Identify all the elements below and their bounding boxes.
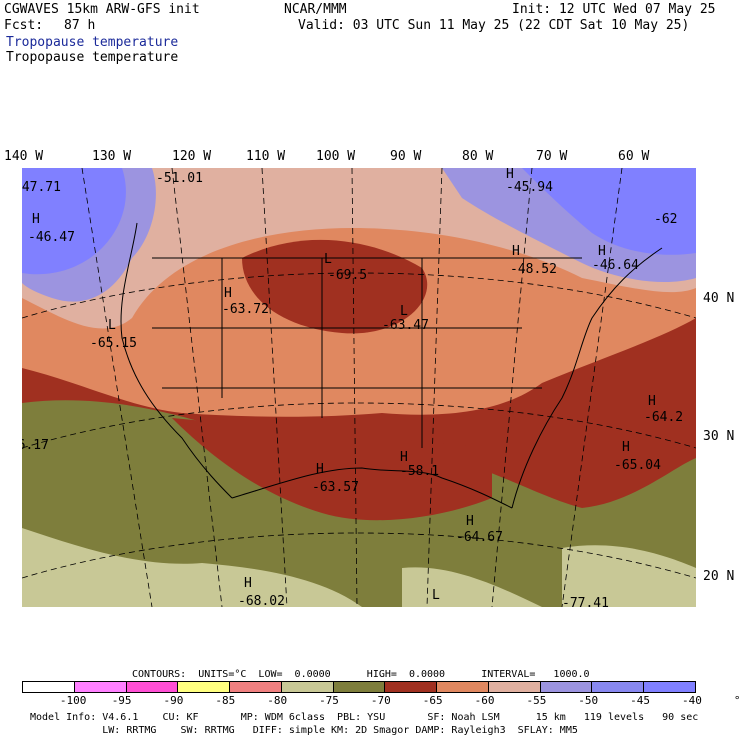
- map-label-kind: H: [466, 514, 474, 529]
- map-label-value: -46.64: [592, 258, 639, 273]
- legend-swatch: [488, 682, 541, 692]
- map-label-value: -65.04: [614, 458, 661, 473]
- legend-swatch: [281, 682, 334, 692]
- lat-label: 20 N: [703, 569, 735, 584]
- map-label-kind: L: [432, 588, 440, 603]
- legend-swatch: [178, 682, 231, 692]
- model-info-line: Model Info: V4.6.1 CU: KF MP: WDM 6class…: [30, 712, 699, 723]
- map-label-kind: L: [324, 252, 332, 267]
- map-label-value: -66.17: [22, 438, 49, 453]
- legend-tick-label: -65: [422, 694, 443, 707]
- map-label-value: -64.2: [644, 410, 684, 425]
- lon-label: 110 W: [246, 149, 286, 164]
- org-label: NCAR/MMM: [284, 2, 347, 17]
- legend-swatch: [644, 682, 695, 692]
- legend-tick-label: -75: [319, 694, 339, 707]
- map-label-kind: H: [244, 576, 252, 591]
- legend-tick-label: -80: [267, 694, 288, 707]
- map-label-value: -47.71: [22, 180, 61, 195]
- legend-swatch: [437, 682, 489, 692]
- legend-swatch: [592, 682, 645, 692]
- map-label-kind: L: [108, 318, 116, 333]
- contours-info: CONTOURS: UNITS=°C LOW= 0.0000 HIGH= 0.0…: [132, 669, 590, 680]
- map-label-value: -48.52: [510, 262, 557, 277]
- lat-label: 40 N: [703, 291, 735, 306]
- lon-label: 100 W: [316, 149, 356, 164]
- color-legend-bar: [22, 681, 696, 693]
- legend-tick-label: -55: [526, 694, 547, 707]
- lon-label: 70 W: [536, 149, 568, 164]
- map-label-value: -46.47: [28, 230, 75, 245]
- map-label-value: -51.01: [156, 171, 203, 186]
- legend-swatch: [74, 682, 127, 692]
- map-label-kind: H: [512, 244, 520, 259]
- map-label-kind: H: [622, 440, 630, 455]
- map-label-value: -62: [654, 212, 678, 227]
- map-label-value: -77.41: [562, 596, 609, 607]
- map-label-value: -68.02: [238, 594, 285, 607]
- field-title-primary: Tropopause temperature: [6, 35, 179, 50]
- model-title: CGWAVES 15km ARW-GFS init: [4, 2, 200, 17]
- legend-swatch: [333, 682, 386, 692]
- legend-tick-label: -95: [111, 694, 132, 707]
- map-label-kind: H: [400, 450, 408, 465]
- legend-tick-label: °C: [733, 694, 740, 707]
- fcst-value: 87 h: [64, 18, 96, 33]
- lon-label: 80 W: [462, 149, 494, 164]
- map-label-kind: H: [598, 244, 606, 259]
- map-label-value: -65.15: [90, 336, 137, 351]
- map-label-value: -69.5: [328, 268, 368, 283]
- map-label-kind: H: [316, 462, 324, 477]
- lon-label: 140 W: [4, 149, 44, 164]
- map-label-kind: H: [648, 394, 656, 409]
- legend-tick-label: -60: [474, 694, 495, 707]
- map-label-value: -63.47: [382, 318, 429, 333]
- legend-swatch: [230, 682, 282, 692]
- legend-swatch: [540, 682, 593, 692]
- lon-label: 60 W: [618, 149, 650, 164]
- model-physics-line: LW: RRTMG SW: RRTMG DIFF: simple KM: 2D …: [30, 725, 578, 736]
- legend-tick-label: -70: [370, 694, 391, 707]
- map-label-value: -64.67: [456, 530, 503, 545]
- fcst-label: Fcst:: [4, 18, 44, 33]
- map-label-value: -63.57: [312, 480, 359, 495]
- map-label-kind: L: [400, 304, 408, 319]
- field-title-secondary: Tropopause temperature: [6, 50, 179, 65]
- valid-time: Valid: 03 UTC Sun 11 May 25 (22 CDT Sat …: [298, 18, 690, 33]
- legend-tick-label: -40: [682, 694, 702, 707]
- legend-swatch: [126, 682, 179, 692]
- legend-swatch: [23, 682, 75, 692]
- lon-label: 90 W: [390, 149, 422, 164]
- map-label-value: -45.94: [506, 180, 553, 195]
- legend-tick-label: -45: [630, 694, 651, 707]
- map-label-kind: H: [506, 168, 514, 182]
- map-label-value: -63.72: [222, 302, 269, 317]
- tropopause-temperature-map: H -46.47 -51.01 -47.71 H -45.94 -62 H -4…: [22, 168, 696, 607]
- legend-tick-label: -85: [215, 694, 236, 707]
- map-label-kind: H: [224, 286, 232, 301]
- legend-tick-label: -50: [578, 694, 599, 707]
- lon-label: 130 W: [92, 149, 132, 164]
- map-label-kind: H: [32, 212, 40, 227]
- lat-label: 30 N: [703, 429, 735, 444]
- init-time: Init: 12 UTC Wed 07 May 25: [512, 2, 716, 17]
- legend-tick-label: -100: [59, 694, 87, 707]
- legend-tick-label: -90: [163, 694, 184, 707]
- lon-label: 120 W: [172, 149, 212, 164]
- legend-swatch: [385, 682, 438, 692]
- map-label-value: -58.1: [400, 464, 440, 479]
